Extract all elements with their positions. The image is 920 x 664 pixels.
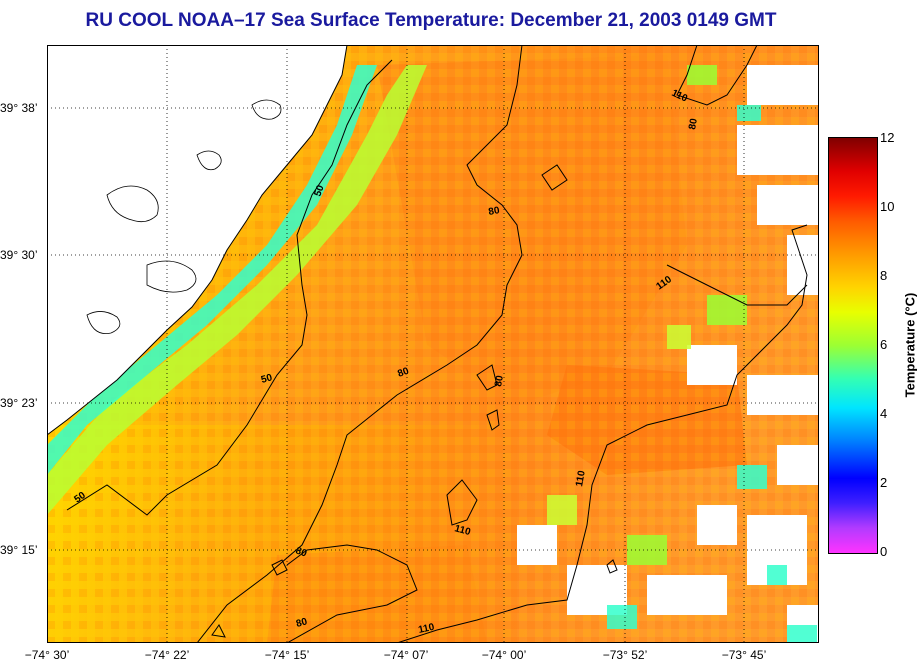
contour-80 <box>196 45 523 643</box>
lon-label: −74° 07’ <box>383 648 429 662</box>
contour-80-south <box>286 544 418 643</box>
graticule <box>47 45 819 643</box>
lat-label: 39° 23’ <box>0 396 38 410</box>
bathymetry-contours <box>66 45 808 643</box>
lat-label: 39° 15’ <box>0 543 38 557</box>
cold-coastal-strip <box>47 65 377 475</box>
colorbar-tick: 2 <box>880 475 888 490</box>
cloud-mask <box>517 65 819 643</box>
contour-label: 110 <box>417 622 435 636</box>
contour-110-north <box>666 264 808 306</box>
lon-label: −74° 00’ <box>481 648 527 662</box>
contour-110-ne <box>676 45 758 106</box>
contour-label: 80 <box>396 366 411 380</box>
contour-label: 110 <box>453 523 472 538</box>
contour-110 <box>396 224 808 643</box>
contour-50 <box>66 59 393 516</box>
colorbar-title: Temperature (°C) <box>902 292 918 398</box>
colorbar-tick: 8 <box>880 268 888 283</box>
temperature-colorbar <box>828 137 878 554</box>
lon-label: −73° 45’ <box>721 648 767 662</box>
colorbar-tick: 0 <box>880 544 888 559</box>
lon-label: −74° 15’ <box>264 648 310 662</box>
map-title: RU COOL NOAA–17 Sea Surface Temperature:… <box>85 10 777 31</box>
contour-label: 80 <box>488 205 501 218</box>
contour-label: 80 <box>295 616 309 630</box>
colorbar-tick: 4 <box>880 406 888 421</box>
lon-label: −74° 22’ <box>144 648 190 662</box>
lat-label: 39° 38’ <box>0 101 38 115</box>
lat-label: 39° 30’ <box>0 248 38 262</box>
contour-label: 80 <box>294 545 309 559</box>
colorbar-tick: 6 <box>880 337 888 352</box>
lon-label: −74° 30’ <box>24 648 70 662</box>
contour-label: 50 <box>260 372 274 386</box>
coastal-band <box>47 65 427 515</box>
contour-label: 50 <box>312 183 326 198</box>
contour-label: 110 <box>574 469 588 487</box>
colorbar-tick: 10 <box>880 199 895 214</box>
contour-label: 80 <box>687 117 700 130</box>
sst-map[interactable]: 50 50 50 80 80 80 80 80 110 110 110 110 … <box>47 45 819 643</box>
colorbar-tick: 12 <box>880 130 895 145</box>
contour-label: 80 <box>493 374 506 387</box>
sst-map-svg: 50 50 50 80 80 80 80 80 110 110 110 110 … <box>47 45 819 643</box>
lon-label: −73° 52’ <box>602 648 648 662</box>
